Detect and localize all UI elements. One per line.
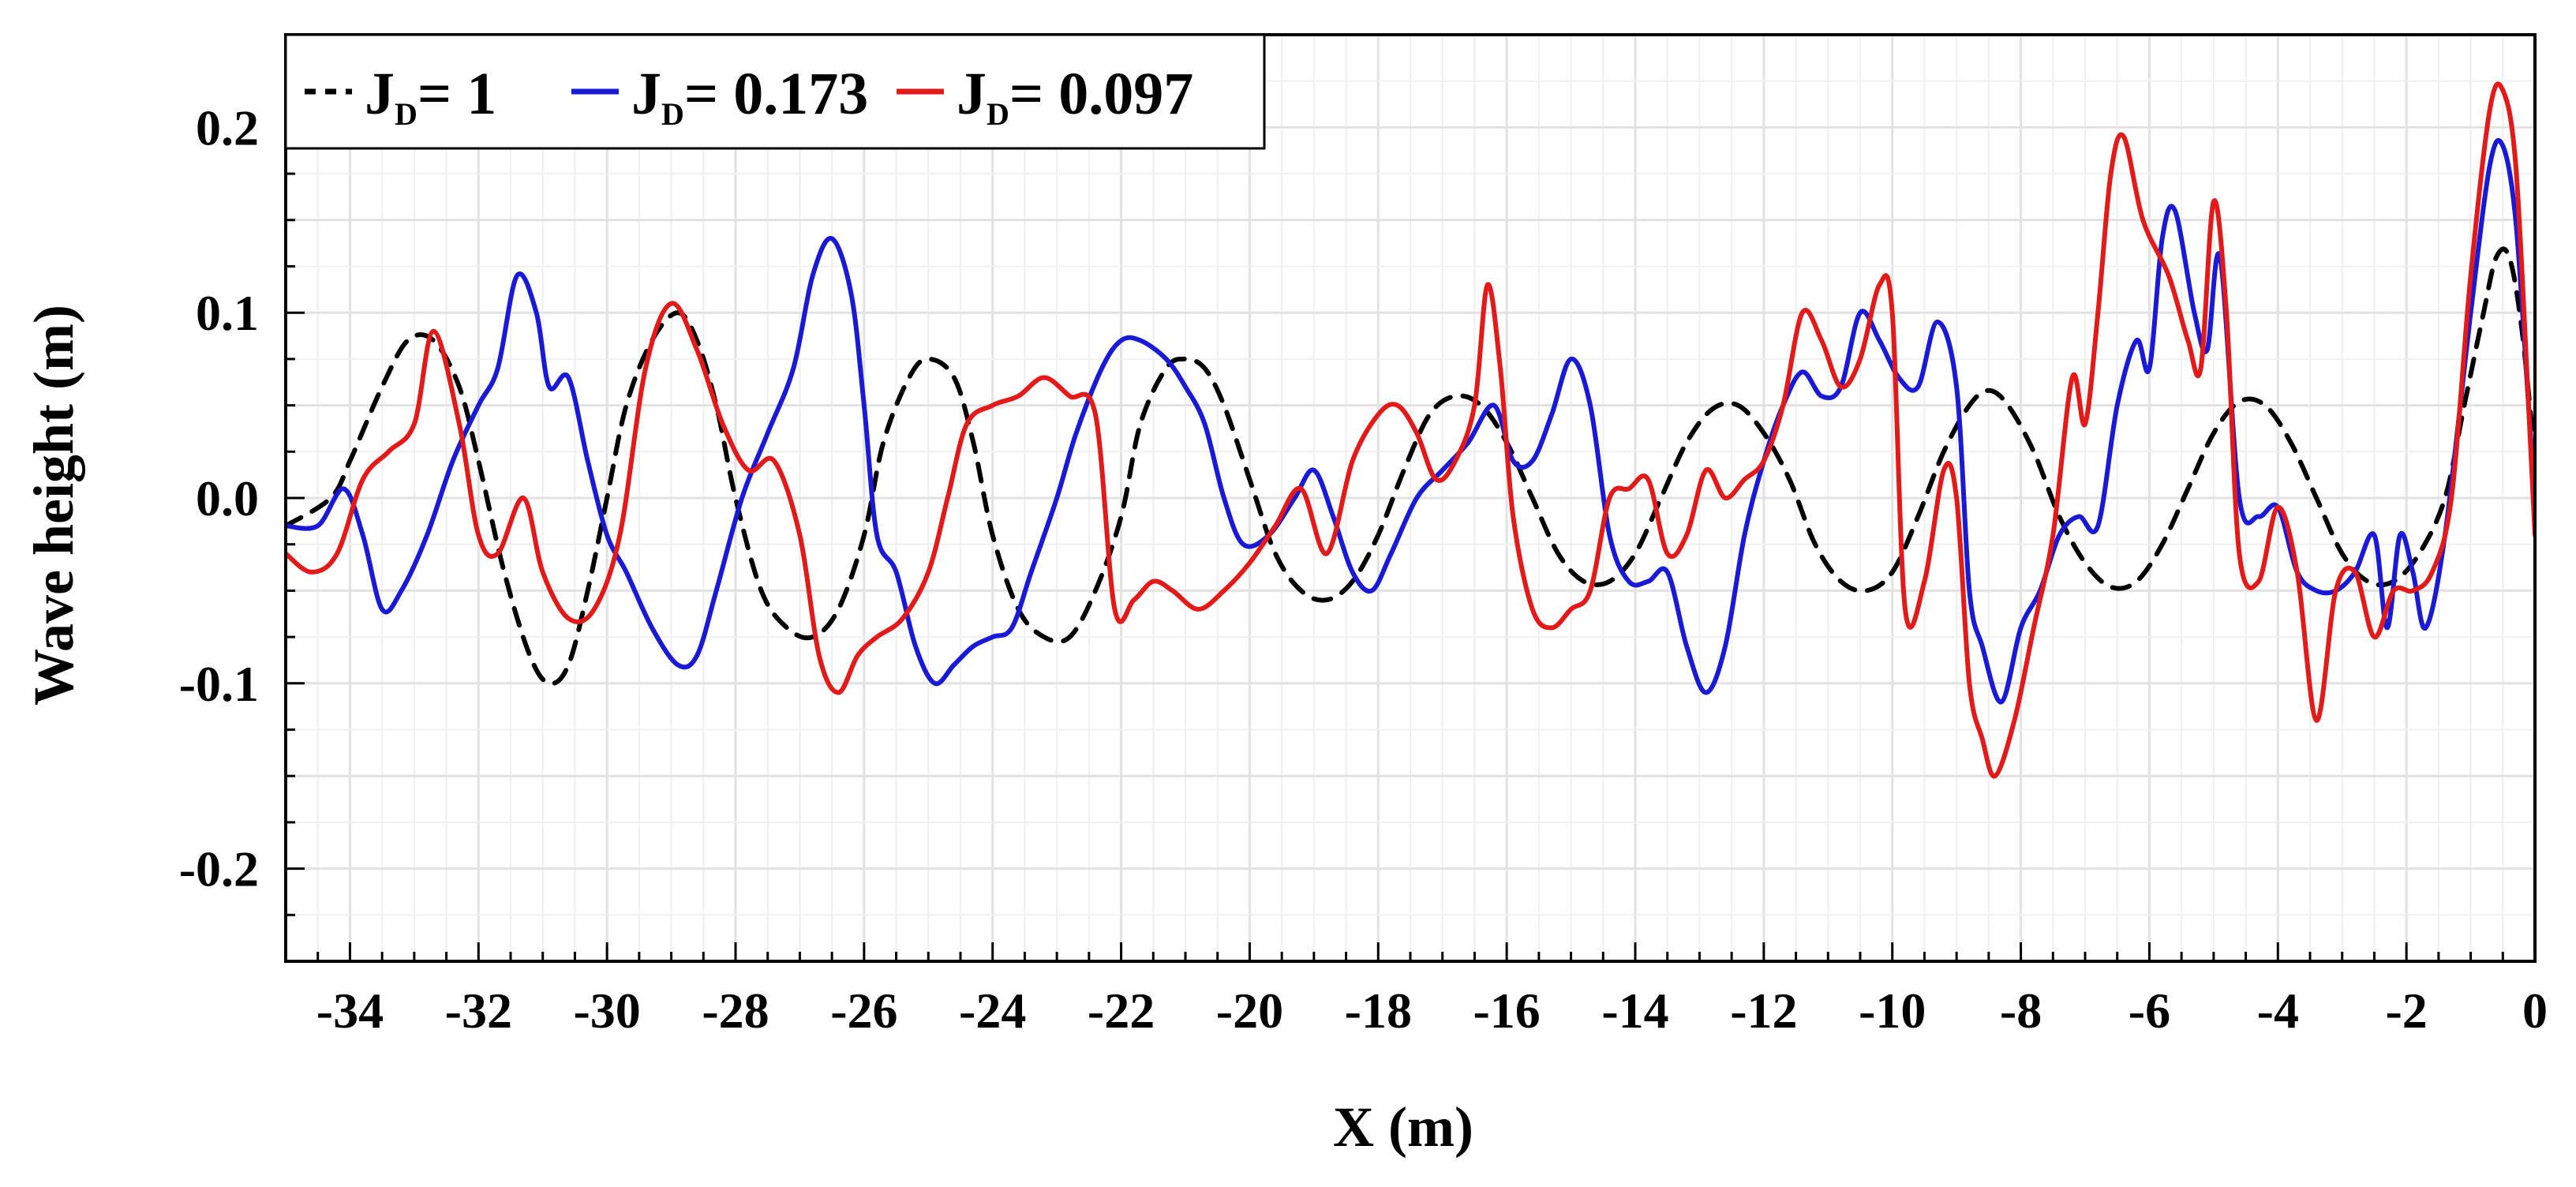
x-tick-label: -6 <box>2129 983 2170 1039</box>
legend: JD= 1 JD= 0.173 JD= 0.097 <box>284 33 1266 150</box>
x-tick-label: -28 <box>702 983 769 1039</box>
x-tick-label: -16 <box>1473 983 1540 1039</box>
y-axis-title: Wave height (m) <box>22 305 85 706</box>
x-tick-label: -30 <box>573 983 640 1039</box>
x-tick-label: -8 <box>2000 983 2042 1039</box>
series-line-2 <box>286 137 2535 705</box>
x-tick-label: -4 <box>2257 983 2299 1039</box>
x-tick-label: 0 <box>2522 983 2548 1039</box>
y-tick-label: 0.1 <box>196 285 259 341</box>
x-tick-label: -26 <box>830 983 897 1039</box>
x-tick-label: -24 <box>959 983 1026 1039</box>
y-tick-label: -0.2 <box>179 841 259 897</box>
legend-label-3: JD= 0.097 <box>957 61 1193 132</box>
x-tick-label: -14 <box>1601 983 1668 1039</box>
grid <box>285 33 2537 963</box>
x-tick-label: -12 <box>1730 983 1797 1039</box>
x-tick-label: -20 <box>1216 983 1283 1039</box>
x-tick-label: -34 <box>316 983 384 1039</box>
x-axis-title: X (m) <box>1333 1095 1473 1159</box>
y-tick-label: -0.1 <box>179 656 259 712</box>
legend-box <box>284 33 1266 150</box>
series-line-1 <box>286 246 2535 687</box>
x-tick-label: -32 <box>445 983 512 1039</box>
series-line-3 <box>286 81 2535 779</box>
y-tick-label: 0.0 <box>196 470 259 526</box>
x-tick-label: -2 <box>2385 983 2427 1039</box>
x-tick-label: -10 <box>1859 983 1926 1039</box>
x-tick-labels: -34 -32 -30 -28 -26 -24 -22 -20 -18 -16 -14 -12 -10-… <box>316 983 2548 1039</box>
legend-label-1: JD= 1 <box>365 61 496 132</box>
series-lines <box>286 81 2535 779</box>
x-tick-label: -22 <box>1088 983 1155 1039</box>
x-tick-label: -18 <box>1345 983 1412 1039</box>
y-tick-label: 0.2 <box>196 99 259 155</box>
axis-ticks <box>284 33 2537 963</box>
legend-label-2: JD= 0.173 <box>631 61 868 132</box>
y-tick-labels: -0.2 -0.1 0.0 0.1 0.2 <box>179 99 259 897</box>
